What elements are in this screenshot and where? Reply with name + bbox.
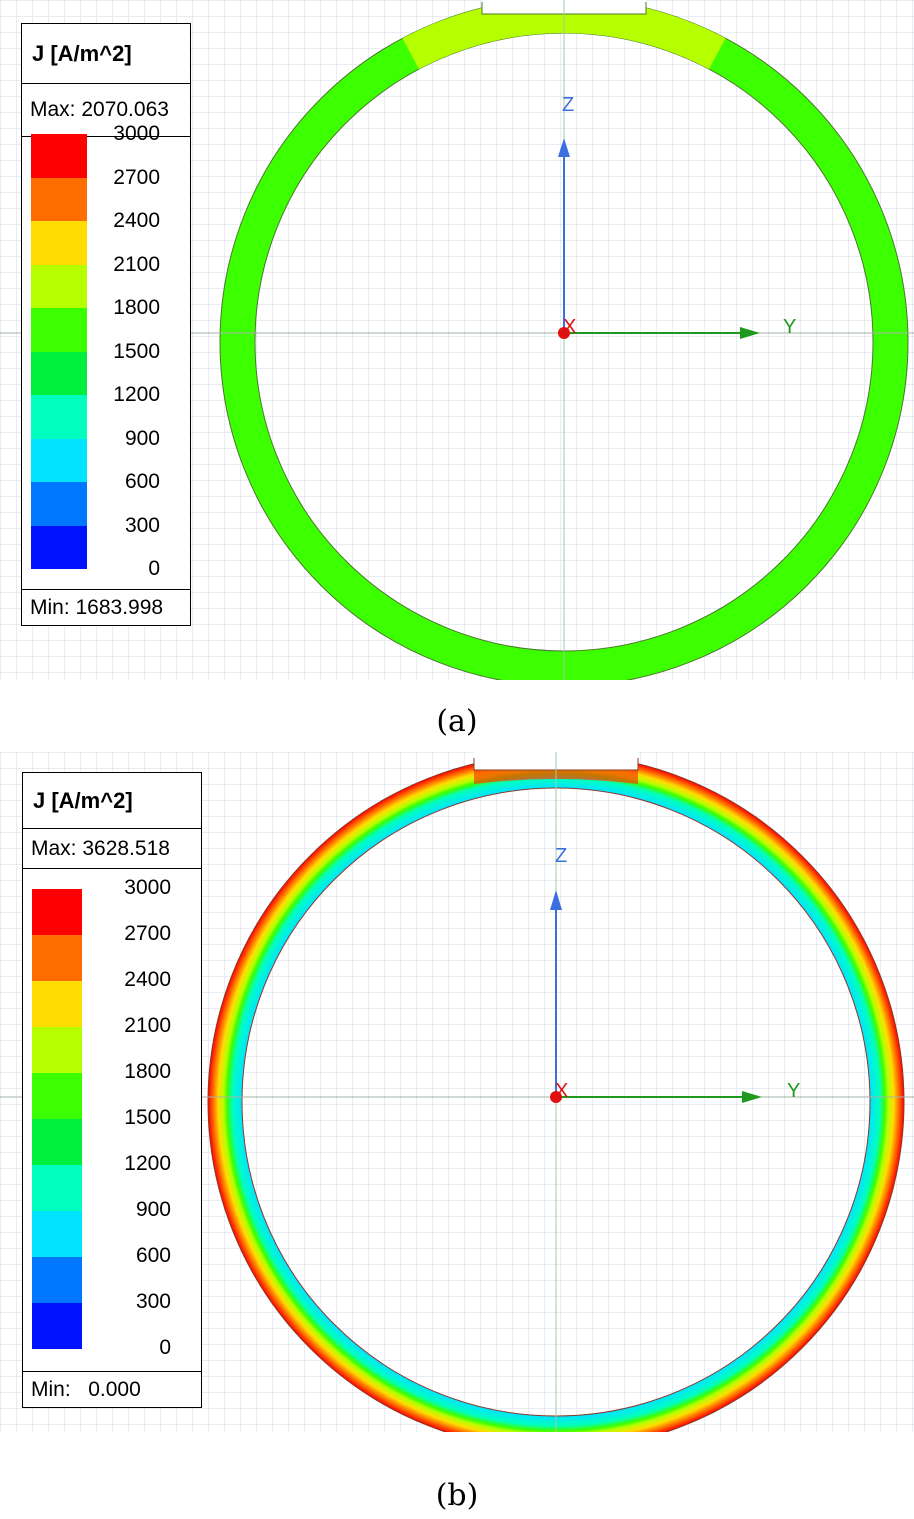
y-axis-label: Y [787, 1080, 800, 1102]
legend-tick-label: 300 [124, 513, 160, 537]
legend-swatch [31, 482, 87, 526]
legend-tick-label: 600 [135, 1244, 171, 1267]
y-axis-label: Y [783, 316, 796, 338]
legend-tick-label: 1500 [124, 1106, 171, 1129]
legend-tick-label: 2400 [124, 968, 171, 991]
legend-swatch [31, 308, 87, 352]
x-axis-label: X [555, 1080, 568, 1102]
legend-tick-label: 2700 [124, 922, 171, 945]
legend-max-label: Max: 2070.063 [22, 84, 190, 137]
legend-swatch [32, 1165, 82, 1211]
legend-swatch [31, 395, 87, 439]
legend-swatch [31, 438, 87, 482]
origin-point [550, 1091, 562, 1103]
legend-swatch [31, 351, 87, 395]
legend-tick-label: 0 [159, 1336, 171, 1359]
legend-tick-label: 1800 [113, 296, 160, 319]
legend-tick-label: 1800 [124, 1060, 171, 1083]
legend-tick-label: 0 [148, 557, 160, 580]
legend-min-label: Min: 0.000 [23, 1371, 201, 1407]
legend-tick-label: 1200 [124, 1152, 171, 1175]
legend-swatch [32, 1211, 82, 1257]
legend-tick-label: 2100 [113, 252, 160, 276]
z-arrow-head-icon [550, 890, 562, 910]
legend-max-label: Max: 3628.518 [23, 829, 201, 869]
caption-b: (b) [435, 1478, 479, 1513]
z-arrow-head-icon [558, 138, 570, 157]
legend-tick-label: 2700 [113, 165, 160, 189]
legend-swatch [31, 525, 87, 569]
ring-body [219, 0, 909, 680]
panel-a: Z Y X J [A/m^2] Max: 2070.063 Min: 1683.… [0, 0, 914, 680]
legend-swatch [32, 1073, 82, 1119]
legend-tick-label: 3000 [124, 876, 171, 899]
legend-swatch [32, 889, 82, 935]
legend-swatch [31, 264, 87, 308]
legend-tick-label: 600 [124, 470, 160, 493]
x-axis-label: X [563, 316, 576, 338]
legend-a: J [A/m^2] Max: 2070.063 Min: 1683.998 30… [21, 23, 191, 626]
y-arrow-head-icon [740, 327, 760, 339]
legend-tick-label: 2100 [124, 1014, 171, 1037]
legend-swatch [31, 134, 87, 178]
legend-swatch [31, 221, 87, 265]
legend-swatch [32, 1303, 82, 1349]
y-arrow-head-icon [742, 1091, 762, 1103]
legend-title: J [A/m^2] [22, 24, 190, 84]
legend-swatch [32, 935, 82, 981]
legend-tick-label: 300 [135, 1290, 171, 1313]
ring-top-zone [402, 0, 726, 70]
legend-tick-label: 2400 [113, 209, 160, 232]
legend-min-prefix: Min: [31, 1378, 71, 1401]
legend-tick-label: 900 [135, 1198, 171, 1221]
legend-swatch [32, 1119, 82, 1165]
legend-tick-label: 1200 [113, 383, 160, 406]
legend-swatch [32, 1027, 82, 1073]
legend-tick-label: 1500 [113, 339, 160, 363]
z-axis-label: Z [555, 845, 567, 867]
legend-swatch [31, 177, 87, 221]
caption-a: (a) [436, 704, 478, 739]
legend-min-value: 0.000 [88, 1378, 141, 1401]
z-axis-label: Z [562, 94, 574, 116]
legend-b: J [A/m^2] Max: 3628.518 Min: 0.000 3000 2… [22, 772, 202, 1408]
legend-tick-label: 3000 [113, 122, 160, 145]
legend-swatch [32, 981, 82, 1027]
legend-tick-label: 900 [124, 426, 160, 450]
legend-swatch [32, 1257, 82, 1303]
legend-min-label: Min: 1683.998 [22, 589, 190, 625]
panel-b: Z Y X J [A/m^2] Max: 3628.518 Min: 0.000… [0, 752, 914, 1432]
origin-point [558, 327, 570, 339]
legend-title: J [A/m^2] [23, 773, 201, 829]
ring-body [207, 753, 905, 1432]
